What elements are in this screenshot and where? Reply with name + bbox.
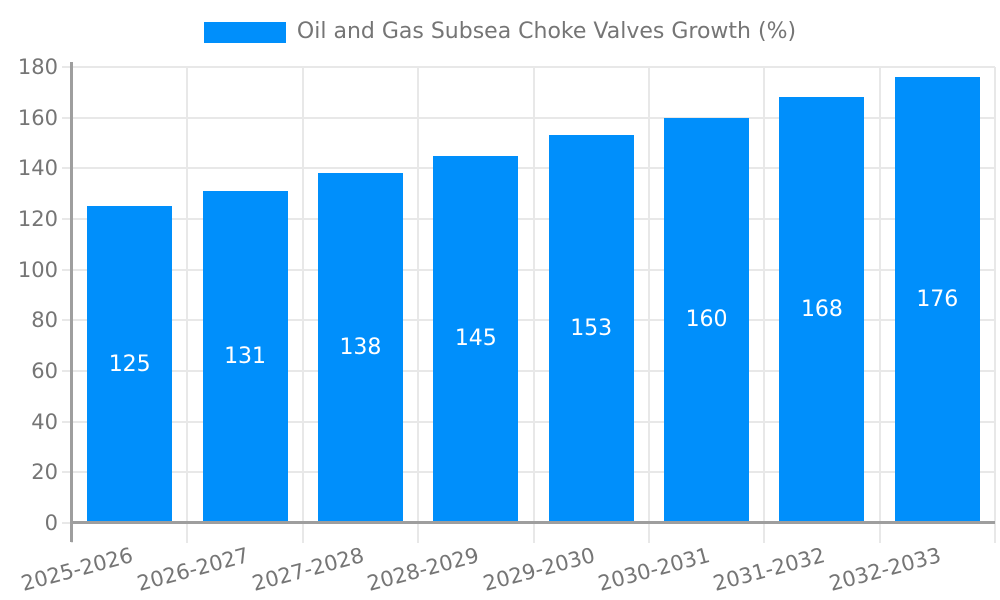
bar-value-label: 176 — [916, 287, 959, 313]
y-axis-tick-label: 160 — [17, 105, 58, 130]
gridline-horizontal — [62, 66, 995, 68]
bar[interactable]: 138 — [317, 173, 403, 523]
gridline-vertical — [417, 67, 420, 543]
gridline-vertical — [763, 67, 766, 543]
x-axis-tick-label: 2026-2027 — [134, 543, 252, 596]
x-axis-tick-label: 2025-2026 — [18, 543, 136, 596]
gridline-vertical — [994, 67, 996, 543]
y-axis-tick-label: 100 — [17, 257, 58, 282]
y-axis-tick-label: 60 — [31, 359, 58, 383]
gridline-vertical — [647, 67, 650, 543]
y-axis-tick-label: 40 — [31, 409, 58, 434]
bar-value-label: 145 — [454, 326, 497, 352]
legend-label: Oil and Gas Subsea Choke Valves Growth (… — [296, 19, 797, 44]
bar-value-label: 125 — [108, 351, 151, 377]
x-axis-tick-label: 2029-2030 — [480, 543, 598, 596]
gridline-horizontal — [62, 116, 995, 119]
y-axis-tick-label: 80 — [31, 308, 58, 333]
bar[interactable]: 153 — [548, 135, 634, 523]
gridline-horizontal — [62, 420, 995, 423]
bar-value-label: 131 — [224, 344, 267, 370]
legend: Oil and Gas Subsea Choke Valves Growth (… — [0, 20, 1000, 44]
bar[interactable]: 125 — [87, 206, 173, 523]
bar[interactable]: 131 — [202, 191, 288, 523]
y-axis-line — [70, 62, 73, 542]
bar[interactable]: 160 — [664, 117, 750, 523]
x-axis-line — [72, 521, 995, 524]
gridline-vertical — [878, 67, 881, 543]
y-axis-tick-label: 140 — [17, 156, 58, 181]
y-axis-tick-label: 180 — [17, 55, 58, 79]
x-axis-tick-label: 2030-2031 — [595, 543, 713, 596]
plot-area: 0 20 40 60 80 100 120 140 160 180 125 131 138 145 153 1… — [18, 56, 996, 596]
gridline-vertical — [186, 67, 189, 543]
gridline-horizontal — [62, 319, 995, 322]
gridline-horizontal — [62, 167, 995, 170]
y-axis-tick-label: 120 — [17, 207, 58, 231]
gridline-horizontal — [62, 370, 995, 372]
x-axis-tick-label: 2031-2032 — [711, 543, 828, 596]
bar[interactable]: 145 — [433, 155, 519, 523]
legend-marker — [203, 21, 286, 43]
x-axis-tick-label: 2032-2033 — [826, 543, 944, 596]
gridline-vertical — [532, 67, 535, 543]
bar[interactable]: 168 — [779, 97, 865, 523]
gridline-horizontal — [62, 268, 995, 271]
bar-value-label: 138 — [339, 335, 382, 361]
gridline-vertical — [301, 67, 304, 543]
gridline-horizontal — [62, 218, 995, 220]
bar[interactable]: 176 — [894, 77, 980, 523]
bar-value-label: 168 — [800, 297, 843, 323]
bar-value-label: 153 — [570, 316, 613, 342]
y-axis-tick-label: 20 — [31, 460, 58, 485]
bar-value-label: 160 — [685, 307, 728, 333]
gridline-horizontal — [62, 471, 995, 474]
x-axis-tick-label: 2027-2028 — [249, 543, 367, 596]
y-axis-tick-label: 0 — [44, 511, 58, 535]
x-axis-tick-label: 2028-2029 — [364, 543, 482, 596]
legend-item[interactable]: Oil and Gas Subsea Choke Valves Growth (… — [203, 19, 797, 44]
